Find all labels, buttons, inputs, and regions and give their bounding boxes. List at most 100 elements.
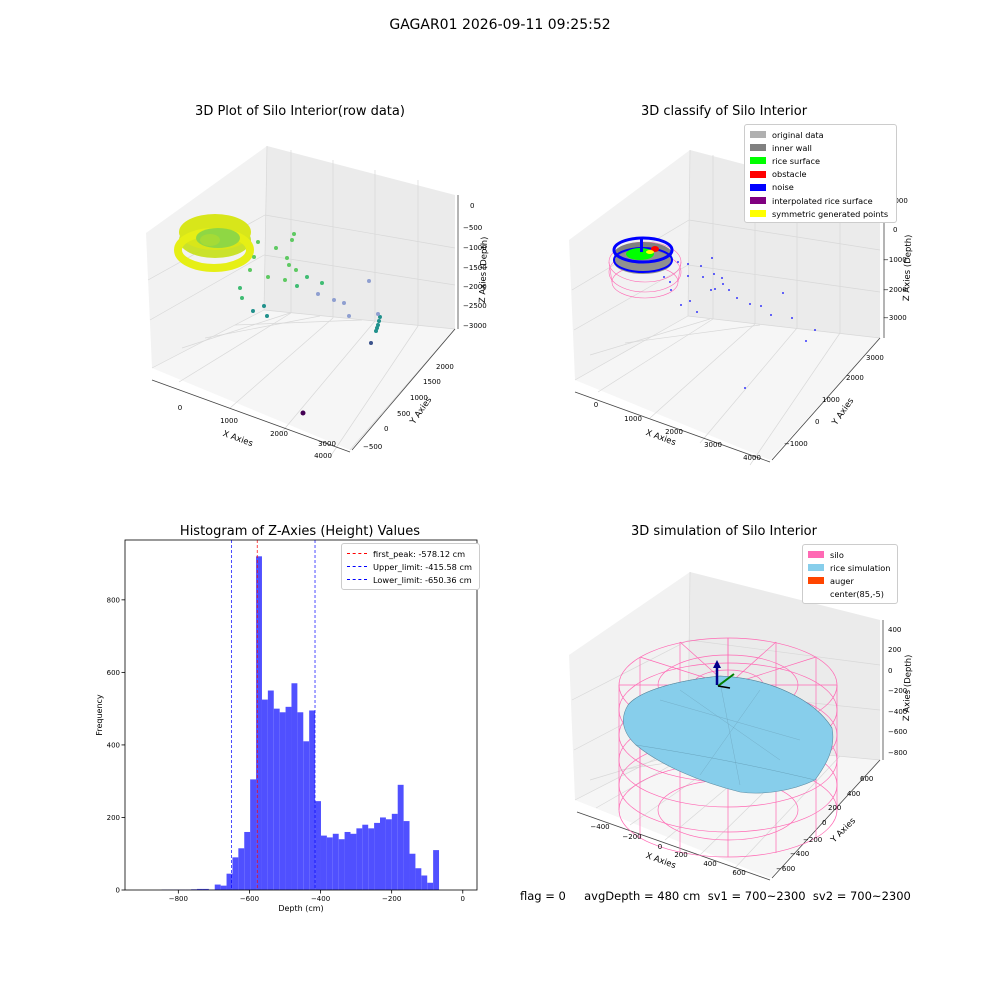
- legend-swatch: [808, 577, 824, 585]
- legend-item-upper-limit: Upper_limit: -415.58 cm: [347, 560, 474, 573]
- legend-label: noise: [772, 182, 794, 193]
- histogram-bar: [391, 813, 398, 890]
- classify-ytick: 3000: [866, 354, 884, 362]
- histogram-y-ticks: 0 200 400 600 800: [107, 596, 125, 895]
- histogram-bar: [261, 699, 268, 890]
- classify-xtick: 0: [594, 401, 598, 409]
- sim-xlabel: X Axies: [644, 851, 677, 871]
- sim-xtick: 600: [732, 869, 745, 877]
- classify-zlabel: Z Axies (Depth): [902, 234, 914, 301]
- histogram-bar: [202, 888, 209, 890]
- classify-xtick: 1000: [624, 415, 642, 423]
- histogram-bar: [427, 882, 434, 890]
- histogram-x-tick-label: −200: [382, 895, 401, 903]
- histogram-y-tick-label: 200: [107, 814, 120, 822]
- legend-item-interpolated: interpolated rice surface: [750, 194, 891, 207]
- sim-xtick: 0: [658, 843, 662, 851]
- simulation-plot-title: 3D simulation of Silo Interior: [631, 524, 817, 539]
- legend-item-silo: silo: [808, 548, 892, 561]
- legend-label: inner wall: [772, 142, 812, 153]
- legend-swatch: [808, 551, 824, 559]
- histogram-bar: [421, 875, 428, 890]
- histogram-bar: [433, 850, 440, 890]
- legend-label: symmetric generated points: [772, 208, 889, 219]
- legend-swatch: [750, 210, 766, 218]
- histogram-y-tick-label: 0: [116, 887, 120, 895]
- histogram-bar: [380, 817, 386, 890]
- histogram-bar: [309, 710, 316, 890]
- sim-ylabel: Y Axies: [828, 816, 858, 846]
- raw-plot-title: 3D Plot of Silo Interior(row data): [195, 104, 405, 119]
- histogram-bar: [415, 868, 422, 890]
- histogram-y-tick-label: 600: [107, 669, 120, 677]
- histogram-bar: [385, 819, 392, 890]
- simulation-legend: silo rice simulation auger center(85,-5): [802, 544, 898, 604]
- histogram-y-tick-label: 400: [107, 741, 120, 749]
- histogram-bar: [273, 708, 280, 890]
- histogram-bar: [197, 888, 203, 890]
- legend-label: center(85,-5): [830, 589, 884, 600]
- legend-swatch: [750, 157, 766, 165]
- histogram-x-tick-label: −600: [240, 895, 259, 903]
- classify-legend: original data inner wall rice surface ob…: [744, 124, 897, 224]
- sim-xtick: −400: [590, 823, 609, 831]
- histogram-bar: [362, 824, 369, 890]
- histogram-bar: [403, 821, 410, 890]
- classify-ztick: −1000: [883, 256, 907, 264]
- status-readout: flag = 0 avgDepth = 480 cm sv1 = 700~230…: [520, 889, 911, 903]
- histogram-bar: [285, 706, 292, 890]
- legend-swatch: [750, 170, 766, 178]
- classify-xtick: 3000: [704, 441, 722, 449]
- raw-ztick: −1000: [463, 244, 487, 252]
- raw-xtick: 3000: [318, 440, 336, 448]
- sim-ytick: −200: [803, 836, 822, 844]
- classify-point-cloud: [608, 236, 816, 389]
- raw-ytick: −500: [363, 443, 382, 451]
- histogram-xlabel: Depth (cm): [278, 904, 323, 913]
- legend-swatch: [808, 590, 824, 598]
- histogram-bar: [267, 690, 274, 890]
- histogram-bar: [279, 712, 286, 890]
- raw-ytick: 1000: [410, 394, 428, 402]
- classify-xtick: 2000: [665, 428, 683, 436]
- sim-ztick: −400: [888, 708, 907, 716]
- histogram-title: Histogram of Z-Axies (Height) Values: [179, 524, 421, 539]
- histogram-ylabel: Frequency: [95, 694, 104, 736]
- histogram-bar: [226, 873, 233, 890]
- legend-label: rice simulation: [830, 562, 891, 573]
- histogram-bar: [315, 801, 321, 890]
- auger-markers: [713, 660, 735, 689]
- raw-xtick: 4000: [314, 452, 332, 460]
- raw-ytick: 0: [384, 425, 388, 433]
- histogram-plot-frame: [124, 539, 478, 891]
- sim-ztick: −200: [888, 687, 907, 695]
- histogram-x-ticks: −800 −600 −400 −200 0: [169, 890, 465, 903]
- legend-swatch: [750, 131, 766, 139]
- legend-item-rice-surface: rice surface: [750, 154, 891, 167]
- raw-ytick: 1500: [423, 378, 441, 386]
- sim-ytick: −400: [790, 850, 809, 858]
- legend-item-inner-wall: inner wall: [750, 141, 891, 154]
- classify-ztick: −2000: [883, 286, 907, 294]
- raw-ztick: −2500: [463, 302, 487, 310]
- histogram-bar: [409, 853, 416, 890]
- sim-zlabel: Z Axies (Depth): [902, 654, 914, 721]
- raw-point-cloud: [174, 214, 382, 416]
- histogram-bar: [303, 741, 310, 890]
- legend-label: Lower_limit: -650.36 cm: [373, 574, 472, 585]
- histogram-bar: [256, 556, 262, 890]
- raw-ytick: 500: [397, 410, 410, 418]
- legend-item-center: center(85,-5): [808, 588, 892, 601]
- classify-plot-title: 3D classify of Silo Interior: [640, 104, 808, 119]
- legend-label: first_peak: -578.12 cm: [373, 548, 466, 559]
- legend-item-lower-limit: Lower_limit: -650.36 cm: [347, 573, 474, 586]
- classify-ytick: 1000: [822, 396, 840, 404]
- histogram-bar: [332, 833, 339, 890]
- legend-item-rice-simulation: rice simulation: [808, 561, 892, 574]
- histogram-bar: [232, 857, 239, 890]
- histogram-bar: [297, 712, 304, 890]
- sim-xtick: 200: [674, 851, 687, 859]
- histogram-x-tick-label: 0: [461, 895, 465, 903]
